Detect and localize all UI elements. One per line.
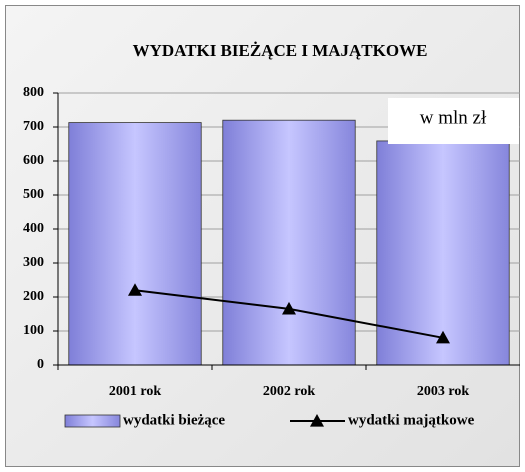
chart-title: WYDATKI BIEŻĄCE I MAJĄTKOWE xyxy=(133,41,428,60)
bar xyxy=(376,140,510,366)
y-tick-label: 700 xyxy=(23,119,44,134)
x-tick-label: 2002 rok xyxy=(263,384,315,399)
x-tick-label: 2001 rok xyxy=(109,384,161,399)
y-tick-label: 500 xyxy=(23,187,44,202)
bar xyxy=(222,119,356,366)
bar xyxy=(68,122,202,366)
legend-marker xyxy=(310,414,324,427)
y-tick-label: 0 xyxy=(37,357,44,372)
line-marker xyxy=(436,330,450,344)
y-tick-label: 200 xyxy=(23,289,44,304)
legend-label: wydatki majątkowe xyxy=(348,412,475,428)
annotation: w mln zł xyxy=(420,107,487,128)
y-tick-label: 300 xyxy=(23,255,44,270)
y-tick-label: 400 xyxy=(23,221,44,236)
y-tick-label: 100 xyxy=(23,323,44,338)
y-tick-label: 600 xyxy=(23,153,44,168)
y-tick-label: 800 xyxy=(23,85,44,100)
legend-swatch xyxy=(64,414,121,428)
legend-label: wydatki bieżące xyxy=(123,412,225,428)
line-marker xyxy=(282,301,296,315)
x-tick-label: 2003 rok xyxy=(417,384,469,399)
line-marker xyxy=(128,283,142,296)
annotation-box xyxy=(388,98,519,144)
